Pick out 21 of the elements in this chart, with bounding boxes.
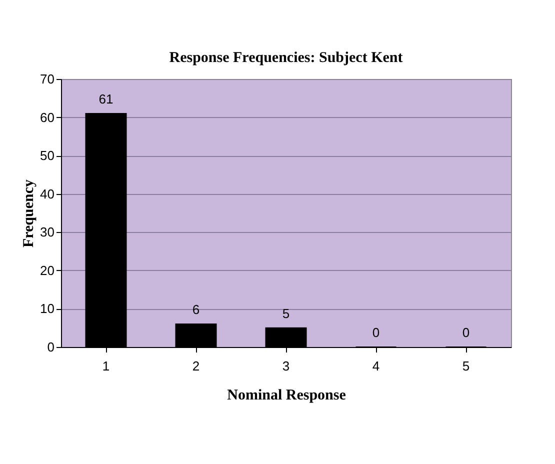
- x-axis-title: Nominal Response: [227, 388, 346, 404]
- x-tick-label: 2: [192, 358, 200, 374]
- data-label: 0: [372, 325, 380, 340]
- data-label: 0: [462, 325, 470, 340]
- x-tick-label: 1: [102, 358, 110, 374]
- chart-title: Response Frequencies: Subject Kent: [169, 50, 403, 66]
- data-label: 5: [282, 306, 290, 321]
- x-tick-label: 5: [462, 358, 470, 374]
- y-tick-label: 50: [40, 148, 54, 164]
- y-tick-label: 10: [40, 301, 54, 316]
- data-label: 61: [98, 91, 114, 106]
- y-tick-label: 60: [40, 110, 54, 125]
- y-tick-label: 30: [40, 224, 54, 240]
- x-tick-label: 3: [282, 358, 290, 374]
- x-tick-label: 4: [372, 358, 380, 374]
- y-axis-title: Frequency: [21, 178, 38, 248]
- y-tick-label: 40: [40, 186, 54, 202]
- y-tick-label: 70: [40, 72, 54, 86]
- y-tick-label: 0: [47, 340, 54, 354]
- y-tick-label: 20: [40, 262, 54, 278]
- data-label: 6: [192, 302, 200, 318]
